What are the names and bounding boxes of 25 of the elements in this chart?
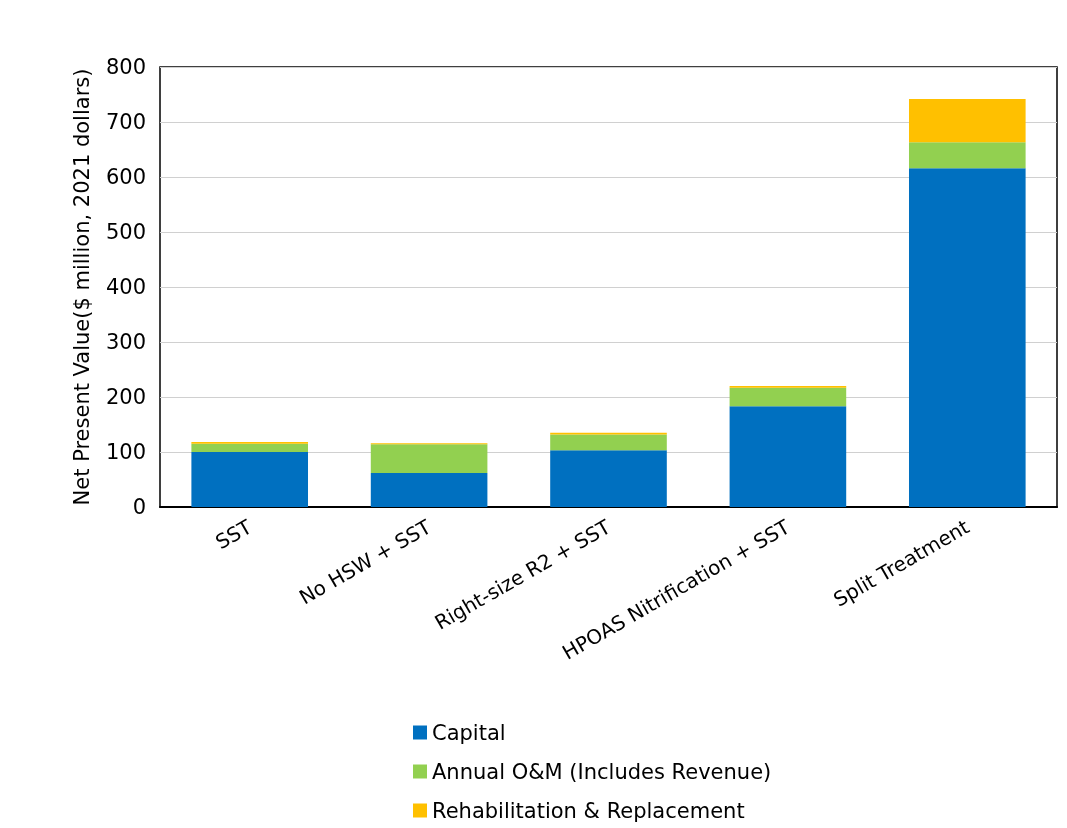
- y-tick-label: 700: [105, 110, 146, 134]
- legend-label: Capital: [432, 720, 506, 745]
- y-tick-label: 0: [132, 495, 146, 519]
- y-tick-label: 100: [105, 440, 146, 464]
- y-tick-label: 500: [105, 220, 146, 244]
- y-axis-title: Net Present Value($ million, 2021 dollars): [69, 68, 94, 506]
- y-tick-label: 200: [105, 385, 146, 409]
- y-tick-label: 800: [105, 55, 146, 79]
- legend-label: Annual O&M (Includes Revenue): [432, 759, 772, 784]
- bar: [550, 450, 667, 507]
- x-tick-label: SST: [211, 514, 257, 555]
- bar: [729, 406, 847, 507]
- bar: [909, 142, 1026, 169]
- legend-label: Rehabilitation & Replacement: [432, 798, 745, 823]
- bar: [191, 443, 309, 452]
- bar: [909, 168, 1026, 507]
- bar: [370, 444, 488, 473]
- y-tick-label: 300: [105, 330, 146, 354]
- y-tick-label: 400: [105, 275, 146, 299]
- bar: [370, 472, 488, 507]
- bar: [550, 434, 667, 451]
- bar: [909, 98, 1026, 143]
- bar: [191, 452, 309, 507]
- bar: [729, 387, 847, 407]
- y-tick-label: 600: [105, 165, 146, 189]
